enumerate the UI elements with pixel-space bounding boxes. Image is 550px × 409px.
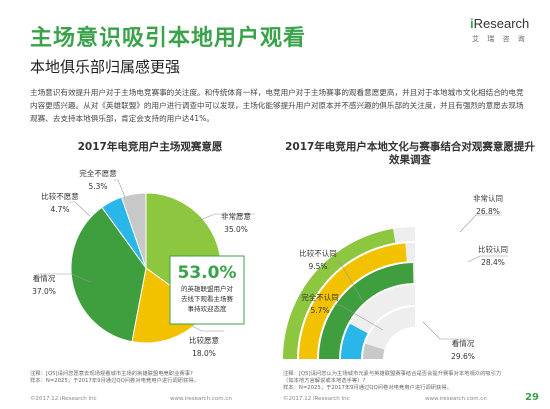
footer-copyright-right: ©2017.12 iResearch Inc <box>283 396 350 402</box>
pie-slice-4 <box>120 192 147 269</box>
ring-value-label-4: 5.7% <box>310 306 329 315</box>
ring-bar-2 <box>319 263 414 359</box>
ring-bar-4 <box>363 343 385 359</box>
pie-leader-line-3 <box>70 201 91 217</box>
ring-category-label-2: 看情况 <box>452 338 475 348</box>
callout-value: 53.0% <box>178 263 237 283</box>
logo-brand: Research <box>473 16 530 31</box>
pie-value-label-3: 4.7% <box>50 205 69 214</box>
callout-text-line-2: 事持欢迎态度 <box>188 304 228 313</box>
footer-copyright-left: ©2017.12 iResearch Inc <box>30 396 97 402</box>
pie-value-label-1: 18.0% <box>192 349 216 358</box>
pie-leader-line-0 <box>194 213 255 223</box>
chart2-note: 注释：[Q5]请问您认为主场城市元素与英雄联盟赛事结合是否会提升赛事对本地观众的… <box>283 371 502 391</box>
pie-category-label-3: 比较不愿意 <box>41 191 79 201</box>
ring-track-4 <box>363 307 415 359</box>
pie-category-label-0: 非常愿意 <box>221 211 251 221</box>
pie-leader-line-4 <box>114 179 126 198</box>
ring-category-label-4: 完全不认同 <box>301 292 339 302</box>
callout-text-line-0: 的英雄联盟用户对 <box>181 284 234 293</box>
chart1-note: 注释：[Q5]请问您愿意去现场观看城市主场的英雄联盟电竞职业赛事? 样本：N=2… <box>30 371 199 384</box>
footer-site-right: www.iresearch.com.cn <box>425 396 487 402</box>
callout-text-line-1: 去线下观看主场赛 <box>181 294 234 303</box>
ring-value-label-2: 29.6% <box>451 352 475 361</box>
ring-leader-line-4 <box>334 304 384 331</box>
ring-leader-line-1 <box>467 255 508 263</box>
logo-i-mark: i <box>470 16 474 31</box>
slide-subtitle: 本地俱乐部归属感更强 <box>30 58 181 76</box>
ring-category-label-3: 比较不认同 <box>299 248 337 258</box>
pie-leader-line-2 <box>40 273 91 283</box>
pie-category-label-4: 完全不愿意 <box>79 168 117 178</box>
ring-value-label-0: 26.8% <box>476 207 500 216</box>
pie-value-label-0: 35.0% <box>224 225 248 234</box>
pie-value-label-2: 37.0% <box>32 287 56 296</box>
logo-chinese-name: 艾 瑞 咨 询 <box>472 35 528 43</box>
ring-bar-1 <box>299 243 407 359</box>
logo-wordmark: iResearch <box>470 16 529 31</box>
pie-leader-line-1 <box>191 325 224 332</box>
ring-leader-line-3 <box>334 261 363 301</box>
footer-site-left: www.iresearch.com.cn <box>170 396 232 402</box>
slide-title: 主场意识吸引本地用户观看 <box>30 26 307 51</box>
intro-paragraph: 主场意识有效提升用户对于主场电竞赛事的关注度。和传统体育一样，电竞用户对于主场赛… <box>30 88 524 123</box>
chart1-title: 2017年电竞用户主场观赛意愿 <box>77 141 223 153</box>
pie-value-label-4: 5.3% <box>88 182 107 191</box>
ring-bar-0 <box>283 228 396 359</box>
chart2-title: 2017年电竞用户本地文化与赛事结合对观赛意愿提升效果调查 <box>285 141 535 166</box>
page-number: 29 <box>525 392 539 403</box>
pie-category-label-1: 比较愿意 <box>189 335 219 345</box>
iresearch-logo: iResearch 艾 瑞 咨 询 <box>468 16 538 52</box>
ring-value-label-1: 28.4% <box>481 258 505 267</box>
callout-box <box>169 255 245 325</box>
pie-category-label-2: 看情况 <box>33 273 56 283</box>
ring-leader-line-0 <box>459 214 502 233</box>
ring-category-label-1: 比较认同 <box>478 244 508 254</box>
ring-value-label-3: 9.5% <box>308 262 327 271</box>
ring-bar-3 <box>341 323 368 359</box>
ring-category-label-0: 非常认同 <box>473 193 503 203</box>
pie-slice-2 <box>70 206 147 343</box>
ring-leader-line-2 <box>422 321 470 340</box>
